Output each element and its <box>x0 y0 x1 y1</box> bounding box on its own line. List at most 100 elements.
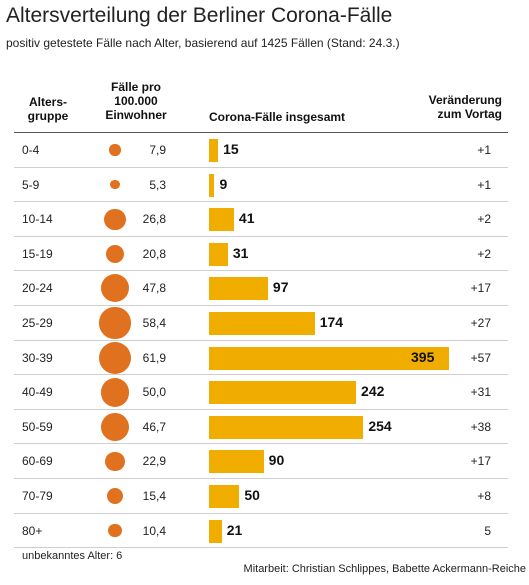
change-value: +17 <box>470 454 491 469</box>
row-divider <box>14 166 508 168</box>
table-row: 80+ 10,4 21 5 <box>0 514 529 549</box>
rate-value: 5,3 <box>149 177 166 192</box>
rate-value: 46,7 <box>142 419 166 434</box>
row-divider <box>14 408 508 410</box>
table-row: 30-39 61,9 395 +57 <box>0 341 529 376</box>
table-row: 40-49 50,0 242 +31 <box>0 375 529 410</box>
total-cases-label: 174 <box>319 314 344 330</box>
row-divider <box>14 304 508 306</box>
change-value: +27 <box>470 316 491 330</box>
rate-value: 47,8 <box>142 281 166 296</box>
age-group-label: 10-14 <box>22 212 53 227</box>
age-group-label: 60-69 <box>22 454 53 469</box>
age-group-label: 5-9 <box>22 177 40 192</box>
rate-dot <box>99 341 131 374</box>
table-row: 25-29 58,4 174 +27 <box>0 306 529 341</box>
change-value: +17 <box>470 281 491 296</box>
total-cases-bar <box>209 346 449 370</box>
rate-value: 61,9 <box>142 350 166 365</box>
total-cases-label: 90 <box>268 452 285 469</box>
row-divider <box>14 443 508 445</box>
rate-value: 10,4 <box>142 523 166 538</box>
age-group-label: 15-19 <box>22 246 53 261</box>
row-divider <box>14 235 508 237</box>
total-cases-bar <box>209 173 215 197</box>
total-cases-label: 31 <box>232 244 249 261</box>
total-cases-bar <box>209 242 228 266</box>
table-row: 50-59 46,7 254 +38 <box>0 410 529 445</box>
change-value: +2 <box>477 246 491 261</box>
rate-dot <box>100 274 130 303</box>
change-value: +57 <box>470 350 491 365</box>
rate-dot <box>105 244 125 264</box>
header-rate-per-100k: Fälle pro 100.000 Einwohner <box>105 80 167 122</box>
table-row: 60-69 22,9 90 +17 <box>0 444 529 479</box>
age-group-label: 50-59 <box>22 419 53 434</box>
total-cases-label: 50 <box>244 487 260 503</box>
total-cases-label: 15 <box>223 141 239 157</box>
unknown-age-note: unbekanntes Alter: 6 <box>22 550 123 562</box>
rate-dot <box>100 377 130 407</box>
change-value: +1 <box>477 177 491 192</box>
row-divider <box>14 339 508 341</box>
age-group-label: 70-79 <box>22 489 53 503</box>
header-age-group: Alters- gruppe <box>27 95 69 123</box>
row-divider <box>14 201 508 203</box>
total-cases-bar <box>209 519 222 543</box>
rate-value: 15,4 <box>142 489 166 503</box>
total-cases-bar <box>209 277 268 301</box>
rate-dot <box>104 208 126 230</box>
rate-dot <box>107 488 123 504</box>
age-group-label: 80+ <box>22 523 43 538</box>
total-cases-bar <box>209 415 364 439</box>
age-group-label: 0-4 <box>22 143 40 157</box>
credits: Mitarbeit: Christian Schlippes, Babette … <box>243 563 526 575</box>
age-group-label: 40-49 <box>22 385 53 400</box>
total-cases-label: 395 <box>411 348 435 365</box>
rate-value: 20,8 <box>142 246 166 261</box>
table-row: 0-4 7,9 15 +1 <box>0 133 529 168</box>
rate-dot <box>101 412 129 441</box>
rate-value: 22,9 <box>142 454 166 469</box>
table-row: 10-14 26,8 41 +2 <box>0 202 529 237</box>
rate-dot <box>105 451 125 472</box>
change-value: +8 <box>477 489 491 503</box>
rate-value: 26,8 <box>142 212 166 227</box>
total-cases-bar <box>209 485 240 508</box>
age-group-label: 20-24 <box>22 281 53 296</box>
row-divider <box>14 512 508 514</box>
row-divider <box>14 477 508 479</box>
rate-dot <box>99 307 131 339</box>
total-cases-label: 254 <box>368 417 392 434</box>
row-divider <box>14 270 508 272</box>
change-value: +1 <box>477 143 491 157</box>
row-divider <box>14 547 508 549</box>
total-cases-label: 9 <box>219 175 228 192</box>
change-value: 5 <box>484 523 491 538</box>
header-divider <box>14 132 508 133</box>
row-divider <box>14 374 508 376</box>
change-value: +38 <box>470 419 491 434</box>
total-cases-bar <box>209 139 219 162</box>
chart-subtitle: positiv getestete Fälle nach Alter, basi… <box>6 36 400 50</box>
header-change-previous-day: Veränderung zum Vortag <box>428 93 502 121</box>
header-total-cases: Corona-Fälle insgesamt <box>209 110 346 124</box>
table-row: 70-79 15,4 50 +8 <box>0 479 529 514</box>
total-cases-bar <box>209 312 315 335</box>
rate-value: 58,4 <box>142 316 166 330</box>
table-row: 15-19 20,8 31 +2 <box>0 237 529 272</box>
rate-dot <box>109 144 121 156</box>
rate-dot <box>110 179 120 190</box>
change-value: +31 <box>470 385 491 400</box>
table-row: 5-9 5,3 9 +1 <box>0 168 529 203</box>
total-cases-label: 21 <box>226 521 243 538</box>
total-cases-bar <box>209 381 357 405</box>
total-cases-label: 41 <box>238 210 255 227</box>
total-cases-bar <box>209 450 264 474</box>
total-cases-label: 97 <box>272 279 289 296</box>
rate-value: 7,9 <box>149 143 166 157</box>
change-value: +2 <box>477 212 491 227</box>
age-group-label: 25-29 <box>22 316 53 330</box>
table-row: 20-24 47,8 97 +17 <box>0 271 529 306</box>
